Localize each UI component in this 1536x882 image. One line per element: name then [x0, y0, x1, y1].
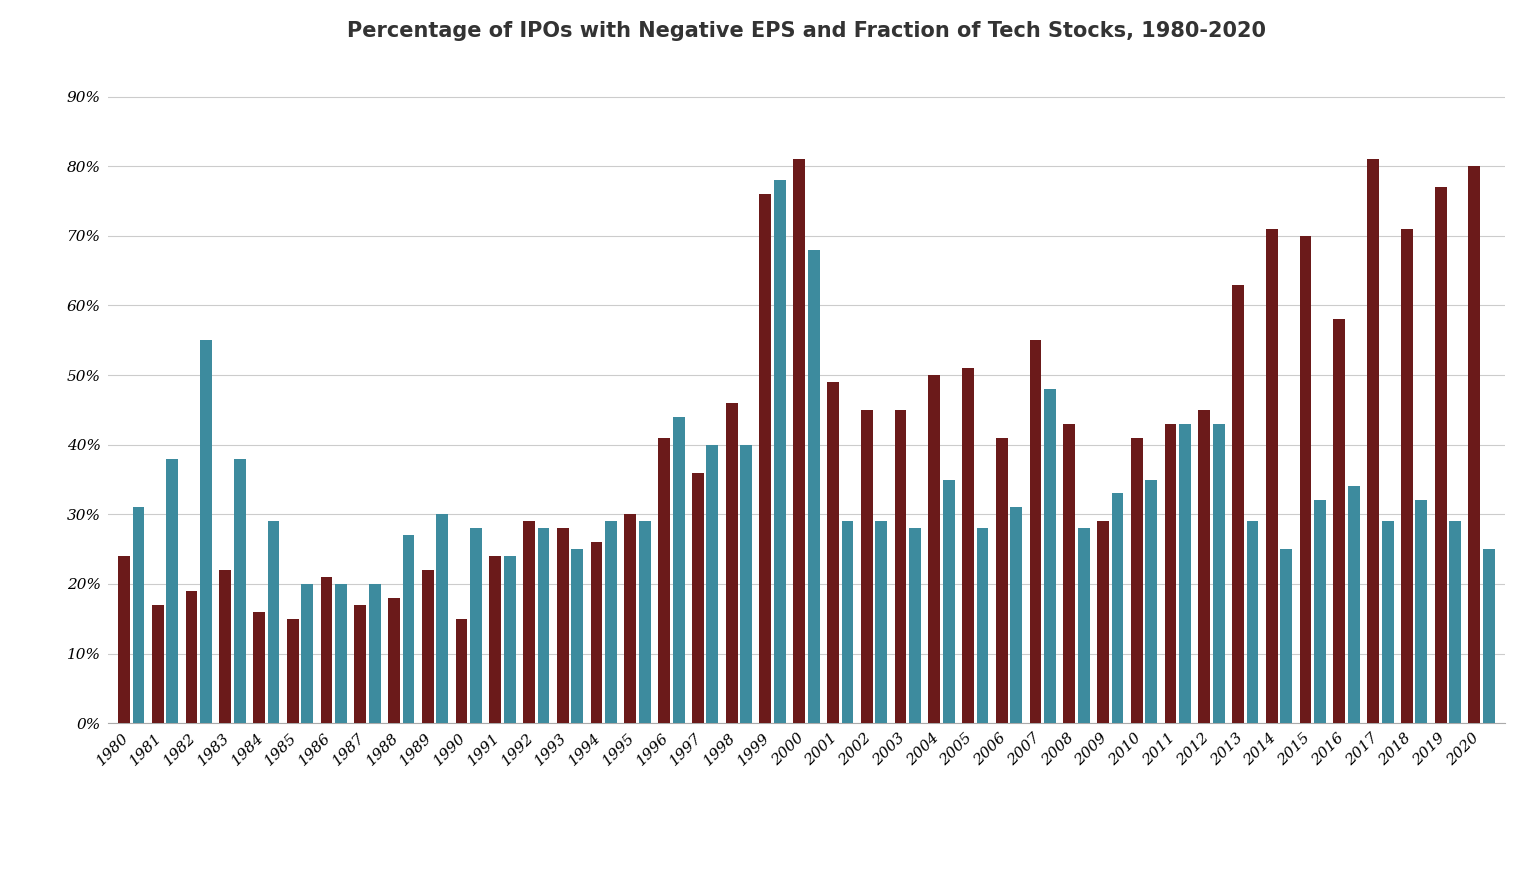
- Bar: [166, 459, 178, 723]
- Bar: [793, 160, 805, 723]
- Bar: [200, 340, 212, 723]
- Bar: [1011, 507, 1021, 723]
- Title: Percentage of IPOs with Negative EPS and Fraction of Tech Stocks, 1980-2020: Percentage of IPOs with Negative EPS and…: [347, 21, 1266, 41]
- Bar: [571, 549, 584, 723]
- Bar: [267, 521, 280, 723]
- Bar: [558, 528, 568, 723]
- Bar: [1299, 235, 1312, 723]
- Bar: [842, 521, 854, 723]
- Bar: [152, 605, 163, 723]
- Bar: [118, 557, 131, 723]
- Bar: [456, 619, 467, 723]
- Bar: [470, 528, 482, 723]
- Bar: [490, 557, 501, 723]
- Bar: [321, 577, 332, 723]
- Bar: [1382, 521, 1393, 723]
- Bar: [860, 410, 872, 723]
- Bar: [1367, 160, 1379, 723]
- Bar: [1130, 437, 1143, 723]
- Bar: [301, 584, 313, 723]
- Bar: [1435, 187, 1447, 723]
- Bar: [389, 598, 399, 723]
- Bar: [740, 445, 753, 723]
- Bar: [355, 605, 366, 723]
- Bar: [1333, 319, 1346, 723]
- Bar: [504, 557, 516, 723]
- Bar: [132, 507, 144, 723]
- Bar: [943, 480, 954, 723]
- Bar: [605, 521, 617, 723]
- Bar: [1044, 389, 1055, 723]
- Bar: [1482, 549, 1495, 723]
- Bar: [1315, 500, 1326, 723]
- Bar: [436, 514, 449, 723]
- Bar: [707, 445, 719, 723]
- Bar: [1401, 228, 1413, 723]
- Bar: [639, 521, 651, 723]
- Bar: [995, 437, 1008, 723]
- Bar: [186, 591, 197, 723]
- Bar: [808, 250, 820, 723]
- Bar: [1213, 424, 1224, 723]
- Bar: [691, 473, 703, 723]
- Bar: [1180, 424, 1190, 723]
- Bar: [1164, 424, 1177, 723]
- Bar: [1029, 340, 1041, 723]
- Bar: [402, 535, 415, 723]
- Bar: [774, 180, 786, 723]
- Bar: [1232, 285, 1244, 723]
- Bar: [1146, 480, 1157, 723]
- Bar: [422, 570, 433, 723]
- Bar: [625, 514, 636, 723]
- Bar: [1247, 521, 1258, 723]
- Bar: [962, 368, 974, 723]
- Bar: [1097, 521, 1109, 723]
- Bar: [977, 528, 988, 723]
- Bar: [659, 437, 670, 723]
- Bar: [1078, 528, 1089, 723]
- Bar: [1450, 521, 1461, 723]
- Bar: [253, 612, 264, 723]
- Bar: [335, 584, 347, 723]
- Bar: [1112, 493, 1123, 723]
- Bar: [909, 528, 922, 723]
- Bar: [1349, 487, 1359, 723]
- Bar: [1063, 424, 1075, 723]
- Bar: [1468, 166, 1481, 723]
- Bar: [894, 410, 906, 723]
- Bar: [524, 521, 535, 723]
- Bar: [673, 417, 685, 723]
- Bar: [1198, 410, 1210, 723]
- Bar: [725, 403, 737, 723]
- Bar: [1416, 500, 1427, 723]
- Bar: [233, 459, 246, 723]
- Bar: [220, 570, 230, 723]
- Bar: [591, 542, 602, 723]
- Bar: [876, 521, 888, 723]
- Bar: [826, 382, 839, 723]
- Bar: [369, 584, 381, 723]
- Bar: [1266, 228, 1278, 723]
- Bar: [287, 619, 298, 723]
- Bar: [759, 194, 771, 723]
- Bar: [1281, 549, 1292, 723]
- Bar: [928, 375, 940, 723]
- Bar: [538, 528, 550, 723]
